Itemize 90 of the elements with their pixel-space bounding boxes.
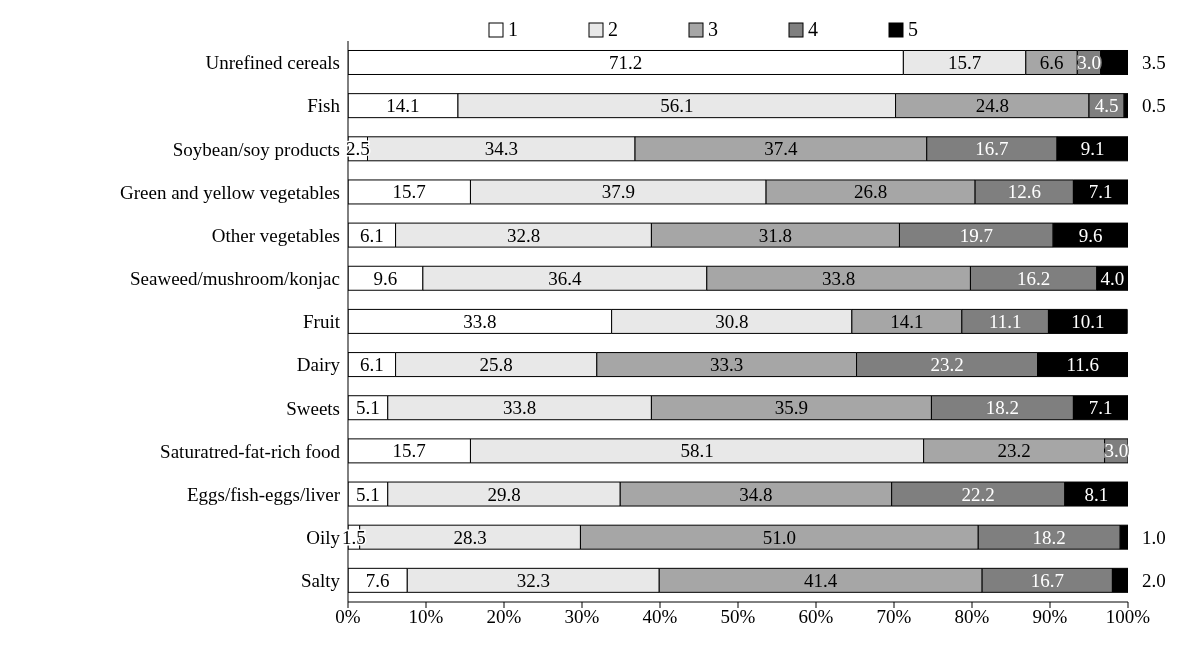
data-label: 30.8	[715, 310, 749, 332]
data-label: 71.2	[609, 51, 643, 73]
y-tick-label: Green and yellow vegetables	[120, 181, 340, 203]
data-label: 8.1	[1084, 483, 1109, 505]
y-tick-label: Salty	[300, 570, 341, 592]
y-tick-label: Dairy	[296, 354, 341, 376]
data-label: 11.1	[988, 310, 1022, 332]
data-label: 34.3	[484, 138, 518, 160]
data-label: 9.6	[1078, 224, 1103, 246]
y-tick-label: Saturatred-fat-rich food	[160, 440, 341, 462]
data-label: 9.6	[373, 267, 398, 289]
data-label: 16.2	[1016, 267, 1051, 289]
legend-label: 3	[707, 18, 718, 41]
data-label: 12.6	[1007, 181, 1041, 203]
x-tick-label: 10%	[408, 606, 444, 628]
y-tick-label: Other vegetables	[211, 224, 340, 246]
data-label: 34.8	[739, 483, 773, 505]
y-tick-label: Oily	[306, 527, 341, 549]
x-tick-label: 30%	[564, 606, 600, 628]
data-label: 7.1	[1088, 397, 1113, 419]
legend-label: 4	[807, 18, 818, 41]
data-label: 3.0	[1104, 440, 1129, 462]
data-label: 7.6	[365, 569, 390, 591]
data-label: 14.1	[890, 310, 924, 332]
data-label: 25.8	[479, 354, 513, 376]
data-label: 31.8	[758, 224, 793, 246]
data-label: 51.0	[762, 526, 796, 548]
data-label: 37.9	[601, 181, 635, 203]
y-tick-label: Seaweed/mushroom/konjac	[129, 268, 340, 290]
data-label: 23.2	[930, 354, 964, 376]
x-tick-label: 80%	[954, 606, 990, 628]
data-label: 6.6	[1039, 51, 1064, 73]
data-label: 26.8	[853, 181, 888, 203]
data-label: 33.3	[710, 354, 744, 376]
data-label: 10.1	[1071, 310, 1105, 332]
x-tick-label: 100%	[1105, 606, 1151, 628]
data-label: 58.1	[680, 440, 714, 462]
legend-label: 5	[907, 18, 918, 41]
data-label: 11.6	[1066, 354, 1100, 376]
data-label: 19.7	[959, 224, 993, 246]
data-label: 56.1	[660, 95, 694, 117]
data-label: 33.8	[502, 397, 537, 419]
data-label: 29.8	[487, 483, 521, 505]
data-label: 3.5	[1142, 51, 1166, 73]
data-label: 22.2	[961, 483, 995, 505]
x-tick-label: 20%	[486, 606, 522, 628]
data-label: 35.9	[774, 397, 809, 419]
data-label: 18.2	[985, 397, 1020, 419]
x-tick-label: 40%	[642, 606, 678, 628]
data-label: 33.8	[463, 310, 497, 332]
data-label: 5.1	[356, 397, 380, 419]
legend-label: 1	[507, 18, 518, 41]
x-tick-label: 0%	[335, 606, 361, 628]
y-tick-label: Soybean/soy products	[172, 138, 340, 160]
data-label: 0.5	[1142, 95, 1166, 117]
data-label: 15.7	[947, 51, 982, 73]
y-tick-label: Fish	[307, 95, 341, 117]
data-label: 5.1	[356, 483, 380, 505]
data-label: 16.7	[975, 138, 1009, 160]
y-tick-label: Fruit	[303, 311, 341, 333]
data-label: 41.4	[804, 569, 838, 591]
data-label: 32.3	[516, 569, 550, 591]
x-tick-label: 90%	[1032, 606, 1068, 628]
y-tick-label: Sweets	[286, 397, 340, 419]
data-label: 2.0	[1142, 569, 1166, 591]
data-label: 1.0	[1142, 526, 1166, 548]
data-label: 24.8	[975, 95, 1009, 117]
x-tick-label: 50%	[720, 606, 756, 628]
y-tick-label: Eggs/fish-eggs/liver	[186, 483, 341, 505]
data-label: 15.7	[392, 181, 426, 203]
data-label: 32.8	[506, 224, 541, 246]
data-label: 6.1	[359, 224, 384, 246]
y-tick-label: Unrefined cereals	[205, 52, 340, 74]
data-label: 28.3	[453, 526, 487, 548]
x-tick-label: 60%	[798, 606, 834, 628]
data-label: 9.1	[1080, 138, 1105, 160]
data-label: 23.2	[997, 440, 1031, 462]
data-label: 16.7	[1030, 569, 1064, 591]
data-label: 36.4	[548, 267, 582, 289]
data-label: 15.7	[392, 440, 426, 462]
data-label: 6.1	[359, 354, 384, 376]
data-label: 4.5	[1094, 95, 1119, 117]
data-label: 7.1	[1088, 181, 1113, 203]
data-label: 4.0	[1100, 267, 1125, 289]
data-label: 33.8	[821, 267, 856, 289]
data-label: 18.2	[1032, 526, 1066, 548]
data-label: 14.1	[386, 95, 420, 117]
x-tick-label: 70%	[876, 606, 912, 628]
legend-label: 2	[607, 18, 618, 41]
data-label: 37.4	[764, 138, 799, 160]
